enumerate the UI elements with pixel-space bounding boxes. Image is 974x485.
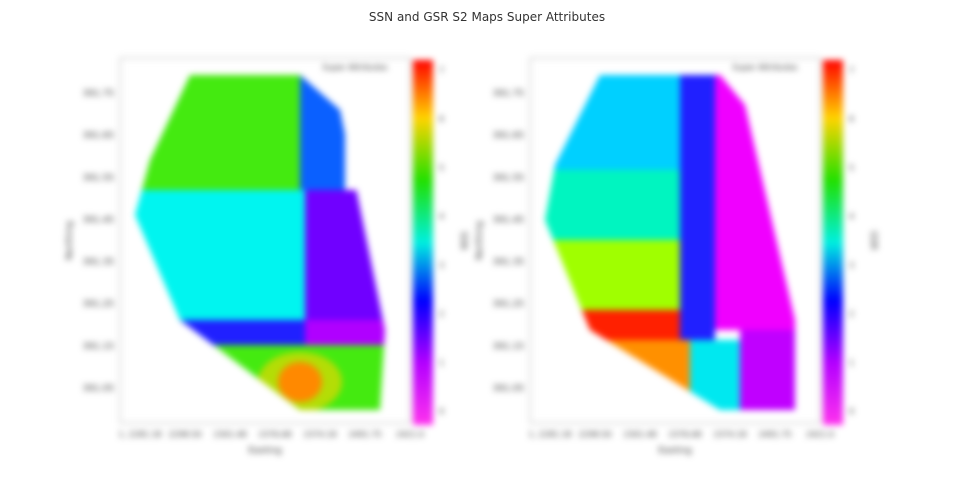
colorbar-label: SSN: [458, 231, 468, 249]
colorbar-tick-label: 6: [849, 115, 854, 124]
chart-gsr: [529, 57, 843, 425]
colorbar-tick-label: 4: [439, 212, 444, 221]
y-axis-label: Northing: [65, 221, 75, 260]
y-tick-label: 391.65: [493, 131, 525, 141]
x-tick-label: 2491.75: [758, 430, 791, 439]
colorbar-tick-label: 2: [439, 310, 444, 319]
region-south-east-band: [305, 320, 385, 345]
region-central-block: [135, 190, 305, 325]
colorbar-tick-label: 7: [849, 66, 854, 75]
colorbar-tick-label: 0: [439, 407, 444, 416]
colorbar-tick-label: 3: [439, 261, 444, 270]
y-tick-label: 391.15: [83, 342, 115, 352]
x-tick-label: 2491.75: [348, 430, 381, 439]
figure-title: SSN and GSR S2 Maps Super Attributes: [369, 10, 605, 24]
region-south-bowl-halo: [258, 352, 342, 410]
y-axis-label: Northing: [475, 221, 485, 260]
y-tick-label: 391.75: [493, 89, 525, 99]
y-tick-label: 391.25: [493, 300, 525, 310]
axes-frame: [119, 57, 411, 424]
axes-frame: [529, 57, 821, 424]
region-north-block: [135, 75, 310, 190]
x-axis-label: Easting: [658, 446, 691, 456]
blurred-content: 391.75 391.65 391.55 391.45 391.35 391.25 391.…: [65, 57, 878, 456]
heatmap-ssn: [135, 75, 385, 410]
x-tick-label: 2301.48: [213, 430, 246, 439]
y-tick-label: 391.75: [83, 89, 115, 99]
colorbar: [823, 60, 843, 425]
colorbar-tick-label: 6: [439, 115, 444, 124]
region-south-west-band: [545, 310, 690, 340]
region-far-east-column: [715, 75, 795, 330]
x-tick-label: 2298.50: [578, 430, 611, 439]
region-lower-west-gradient: [545, 240, 680, 310]
colorbar-tick-label: 5: [849, 163, 854, 172]
x-tick-label: 2376.68: [668, 430, 701, 439]
y-tick-label: 391.45: [83, 215, 115, 225]
colorbar-tick-label: 7: [439, 66, 444, 75]
region-upper-west-gradient: [545, 170, 680, 240]
colorbar-tick-label: 2: [849, 310, 854, 319]
colorbar-tick-label: 4: [849, 212, 854, 221]
x-tick-label: 2374.18: [303, 430, 336, 439]
x-tick-label: 1, 2281.18: [528, 430, 571, 439]
region-south-west-lower: [545, 340, 690, 410]
region-east-strip-lower: [305, 190, 385, 325]
x-tick-label: 2421.0: [396, 430, 424, 439]
region-south: [690, 340, 740, 410]
colorbar-tick-label: 1: [439, 358, 444, 367]
chart-ssn: [119, 57, 433, 425]
colorbar-tick-label: 1: [849, 358, 854, 367]
y-tick-label: 391.45: [493, 215, 525, 225]
colorbar-label: GSR: [868, 231, 878, 250]
y-tick-label: 391.55: [493, 173, 525, 183]
x-tick-label: 2298.50: [168, 430, 201, 439]
colorbar-tick-label: 0: [849, 407, 854, 416]
x-axis-label: Easting: [248, 446, 281, 456]
y-tick-label: 391.25: [83, 300, 115, 310]
legend-label: Super Attributes: [732, 63, 797, 72]
region-north-block: [545, 75, 680, 170]
colorbar-ssn: [413, 60, 433, 425]
heatmap-gsr: [545, 75, 795, 410]
y-tick-label: 391.55: [83, 173, 115, 183]
colorbar-gsr: [823, 60, 843, 425]
colorbar-tick-label: 5: [439, 163, 444, 172]
y-tick-label: 391.35: [83, 258, 115, 268]
colorbar-tick-label: 3: [849, 261, 854, 270]
region-east-strip-upper: [300, 75, 345, 190]
y-tick-label: 391.05: [83, 384, 115, 394]
colorbar: [413, 60, 433, 425]
chart-labels: 391.75 391.65 391.55 391.45 391.35 391.25 391.…: [65, 63, 878, 456]
x-tick-label: 2374.18: [713, 430, 746, 439]
region-south-east-block: [740, 330, 795, 410]
x-tick-label: 2301.48: [623, 430, 656, 439]
region-east-column: [680, 75, 715, 340]
x-tick-label: 2376.68: [258, 430, 291, 439]
y-tick-label: 391.15: [493, 342, 525, 352]
x-tick-label: 2421.0: [806, 430, 834, 439]
y-tick-label: 391.05: [493, 384, 525, 394]
legend-label: Super Attributes: [322, 63, 387, 72]
region-south-band: [135, 320, 310, 345]
y-tick-label: 391.65: [83, 131, 115, 141]
x-tick-label: 1, 2281.18: [118, 430, 161, 439]
y-tick-label: 391.35: [493, 258, 525, 268]
